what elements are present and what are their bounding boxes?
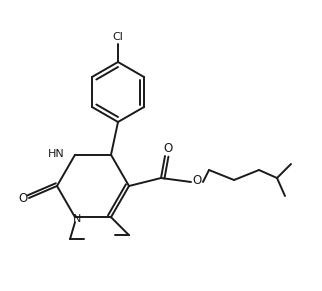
Text: O: O xyxy=(192,175,202,187)
Text: O: O xyxy=(18,193,28,205)
Text: N: N xyxy=(73,214,81,224)
Text: HN: HN xyxy=(48,149,65,159)
Text: O: O xyxy=(163,143,173,155)
Text: Cl: Cl xyxy=(113,32,123,42)
